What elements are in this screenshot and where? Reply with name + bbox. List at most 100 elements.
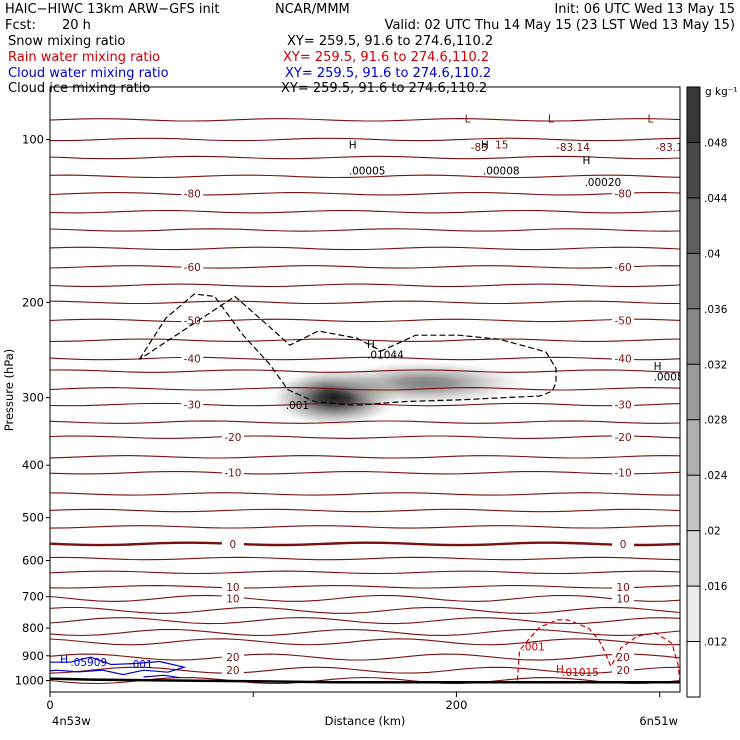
x-axis-label: Distance (km) (325, 714, 406, 728)
plot-frame (49, 86, 681, 693)
model-title: HAIC−HIWC 13km ARW−GFS init (5, 2, 219, 17)
contour-annotation: .05909 (70, 657, 107, 669)
isotherm-line (50, 137, 680, 142)
colorbar-tick-label: .048 (704, 137, 727, 149)
y-tick-label: 200 (22, 295, 44, 309)
isotherm-label: 10 (226, 593, 239, 605)
isotherm-label: -10 (615, 468, 632, 480)
field-name-snow: Snow mixing ratio (8, 34, 125, 49)
field-xy-cloud-ice: XY= 259.5, 91.6 to 274.6,110.2 (281, 81, 487, 96)
contour-annotation: H (349, 140, 357, 152)
colorbar-unit: g kg⁻¹ (705, 86, 738, 98)
isotherm-label-bg (221, 536, 244, 550)
isotherm-label: -30 (184, 400, 201, 412)
cloud-water-contour (50, 656, 187, 676)
isotherm-line (50, 653, 680, 661)
isotherm-line (50, 525, 680, 529)
isotherm-label-bg (612, 663, 635, 677)
y-tick-label: 400 (22, 458, 44, 472)
isotherm-label: 20 (616, 665, 629, 677)
x-tick-label: 200 (445, 698, 467, 712)
y-tick-label: 500 (22, 511, 44, 525)
isotherm-label-bg (221, 430, 244, 444)
contour-annotation: H (556, 664, 564, 676)
contour-annotation: 15 (495, 140, 508, 152)
isotherm-line (50, 638, 680, 646)
isotherm-line (50, 318, 680, 323)
colorbar-segment (687, 253, 700, 309)
isotherm-label-bg (612, 259, 635, 273)
isotherm-label-bg (181, 186, 204, 200)
y-tick-label: 700 (22, 590, 44, 604)
isotherm-label: -10 (224, 468, 241, 480)
colorbar-segment (687, 419, 700, 476)
isotherm-label: -60 (184, 262, 201, 274)
isotherm-label: 10 (616, 593, 629, 605)
right-endpoint: 6n51w (639, 714, 678, 728)
init-label: Init: 06 UTC Wed 13 May 15 (554, 2, 735, 17)
isotherm-label: -40 (184, 353, 201, 365)
fcst-value: 20 h (62, 18, 91, 33)
contour-annotation: H (654, 361, 662, 373)
contour-annotation: .00081 (654, 372, 691, 384)
colorbar-tick-label: .012 (704, 637, 727, 649)
colorbar-tick-label: .036 (704, 304, 728, 316)
field-xy-rain: XY= 259.5, 91.6 to 274.6,110.2 (283, 50, 489, 65)
isotherm-label-bg (612, 313, 635, 327)
isotherm-label: 0 (230, 539, 237, 551)
isotherm-line (50, 246, 680, 251)
field-name-cloud-ice: Cloud ice mixing ratio (8, 81, 150, 96)
colorbar-segment (687, 142, 700, 198)
isotherm-label-bg (221, 579, 244, 593)
colorbar-tick-label: .02 (704, 526, 721, 538)
isotherm-line (50, 174, 680, 179)
isotherm-label: 10 (616, 582, 629, 594)
y-tick-label: 600 (22, 553, 44, 567)
isotherm-label-bg (612, 430, 635, 444)
isotherm-line (50, 402, 680, 407)
isotherm-label-bg (181, 397, 204, 411)
isotherm-line (50, 118, 680, 122)
isotherm-line (50, 191, 680, 196)
isotherm-label-bg (181, 259, 204, 273)
isotherm-label-bg (612, 536, 635, 550)
isotherm-line (50, 455, 680, 459)
isotherm-line (50, 420, 680, 424)
colorbar-segment (687, 364, 700, 420)
isotherm-line (50, 338, 680, 342)
isotherm-label-bg (221, 663, 244, 677)
cloud-ice-shading-tail (324, 360, 528, 406)
isotherm-line (50, 556, 680, 561)
isotherm-line (50, 435, 680, 439)
isotherm-line (50, 283, 680, 288)
contour-annotation: H (481, 140, 489, 152)
isotherm-line (50, 606, 680, 614)
y-tick-label: 900 (22, 649, 44, 663)
isotherm-label: -50 (615, 315, 632, 327)
isotherm-label-bg (221, 650, 244, 664)
cloud-water-contour-small (143, 674, 181, 679)
field-xy-cloud-water: XY= 259.5, 91.6 to 274.6,110.2 (285, 66, 491, 81)
contour-annotation: H (60, 654, 68, 666)
contour-annotation: .001 (286, 400, 309, 412)
isotherm-label-bg (221, 465, 244, 479)
contour-annotation: L (548, 113, 554, 125)
field-name-rain: Rain water mixing ratio (8, 50, 160, 65)
isotherm-label: 20 (616, 652, 629, 664)
colorbar: .012 .016 .02 .024 .028 .032 .036 .04 .044 .048 (686, 86, 728, 698)
isotherm-line (50, 387, 680, 391)
y-tick-label: 100 (22, 132, 44, 146)
contour-annotation: .001 (521, 641, 544, 653)
isotherm-label-bg (612, 351, 635, 365)
org-label: NCAR/MMM (275, 2, 350, 17)
colorbar-segment (687, 641, 700, 697)
snow-contour (138, 293, 557, 406)
isotherm-line (50, 356, 680, 361)
isotherm-label-bg (221, 591, 244, 605)
contour-annotation: -83.12 (656, 142, 690, 154)
colorbar-tick-label: .044 (704, 193, 728, 205)
colorbar-segment (687, 475, 700, 531)
isotherm-label: 20 (226, 652, 239, 664)
isotherm-label-bg (181, 313, 204, 327)
